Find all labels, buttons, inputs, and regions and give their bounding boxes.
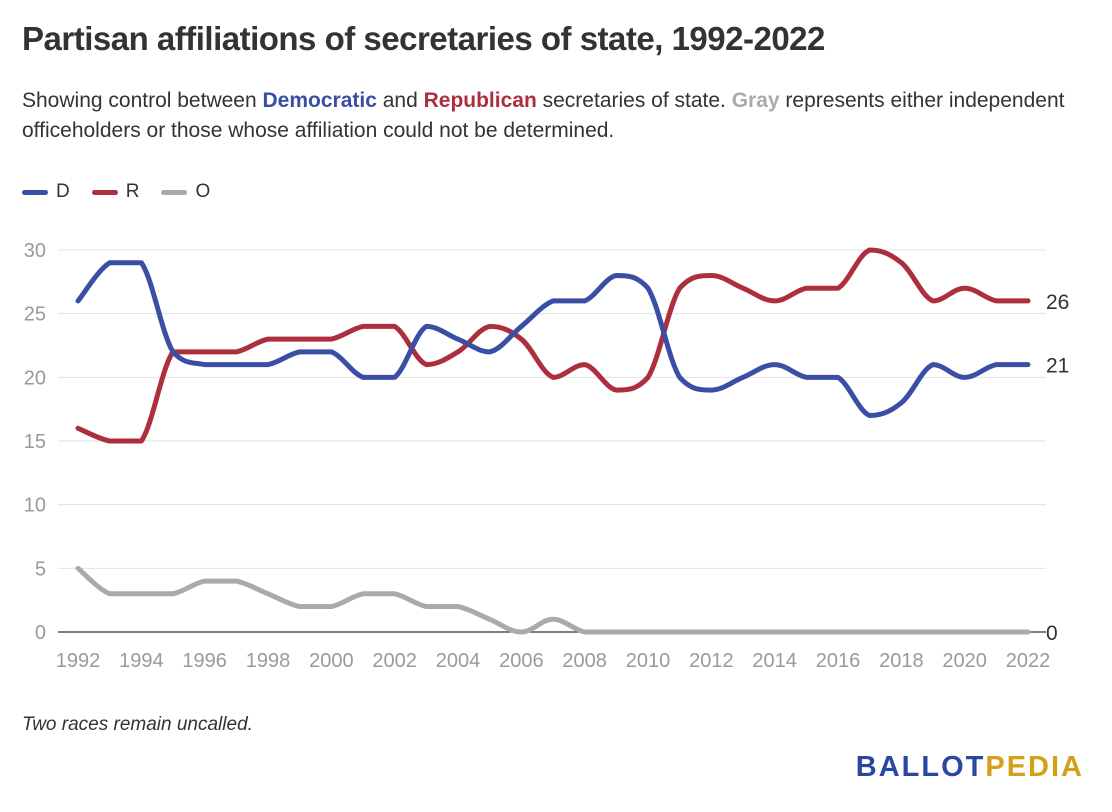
end-label-o: 0: [1046, 622, 1058, 645]
legend-label-r: R: [125, 181, 140, 202]
legend-swatch-r: [91, 189, 118, 195]
legend-item-o: O: [161, 181, 210, 203]
series-line-r: [75, 247, 1031, 444]
x-tick-label: 2004: [436, 650, 481, 672]
x-tick-label: 1994: [119, 650, 164, 672]
grid-lines: [58, 249, 1046, 633]
x-tick-label: 2012: [689, 650, 734, 672]
legend-item-d: D: [22, 181, 70, 203]
x-tick-label: 2000: [309, 650, 354, 672]
legend-swatch-o: [161, 189, 188, 195]
subtitle-republican-keyword: Republican: [423, 89, 537, 112]
series-line-o: [75, 565, 1031, 635]
y-tick-label: 20: [24, 367, 46, 389]
end-label-d: 21: [1046, 355, 1069, 378]
chart-title: Partisan affiliations of secretaries of …: [22, 20, 825, 57]
chart-legend: D R O: [22, 180, 232, 204]
y-axis-labels: 0 5 10 15 20 25 30: [24, 240, 46, 644]
end-label-r: 26: [1046, 291, 1069, 314]
series-line-d: [75, 260, 1031, 419]
subtitle-gray-keyword: Gray: [731, 89, 780, 112]
x-tick-label: 1998: [246, 650, 291, 672]
x-tick-label: 2010: [626, 650, 671, 672]
x-tick-label: 2020: [942, 650, 987, 672]
legend-swatch-d: [22, 189, 48, 195]
subtitle-text-2: and: [376, 89, 424, 112]
x-tick-label: 1996: [182, 650, 227, 672]
x-tick-label: 1992: [56, 650, 101, 672]
ballotpedia-logo: BALLOTPEDIA: [856, 751, 1084, 784]
x-tick-label: 2008: [562, 650, 607, 672]
x-tick-label: 2022: [1006, 650, 1051, 672]
x-tick-label: 2002: [372, 650, 417, 672]
y-tick-label: 30: [24, 240, 46, 262]
x-tick-label: 2014: [752, 650, 797, 672]
x-tick-label: 2018: [879, 650, 924, 672]
x-tick-label: 2006: [499, 650, 544, 672]
legend-label-o: O: [195, 181, 211, 202]
x-tick-label: 2016: [816, 650, 861, 672]
subtitle-text-4: represents either independent officehold…: [22, 89, 1065, 142]
legend-item-r: R: [91, 181, 140, 203]
y-tick-label: 15: [24, 431, 46, 453]
x-axis-labels: 1992 1994 1996 1998 2000 2002 2004 2006 2008 2010…: [56, 650, 1051, 672]
chart-subtitle: Showing control between Democratic and R…: [22, 86, 1082, 146]
footnote: Two races remain uncalled.: [22, 714, 253, 735]
y-tick-label: 25: [24, 304, 46, 326]
y-tick-label: 10: [24, 495, 46, 517]
y-tick-label: 5: [35, 558, 46, 580]
logo-ballot: BALLOT: [855, 751, 986, 783]
y-tick-label: 0: [35, 622, 46, 644]
subtitle-text-1: Showing control between: [22, 89, 263, 112]
legend-label-d: D: [56, 181, 70, 202]
line-chart: 0 5 10 15 20 25 30 1992 1994 1996 1998 2000 2002 200…: [24, 240, 1070, 672]
subtitle-democratic-keyword: Democratic: [262, 89, 377, 112]
subtitle-text-3: secretaries of state.: [536, 89, 732, 112]
logo-pedia: PEDIA: [985, 751, 1084, 783]
series-lines: [75, 247, 1031, 635]
end-labels: 0 26 21: [1046, 291, 1069, 645]
